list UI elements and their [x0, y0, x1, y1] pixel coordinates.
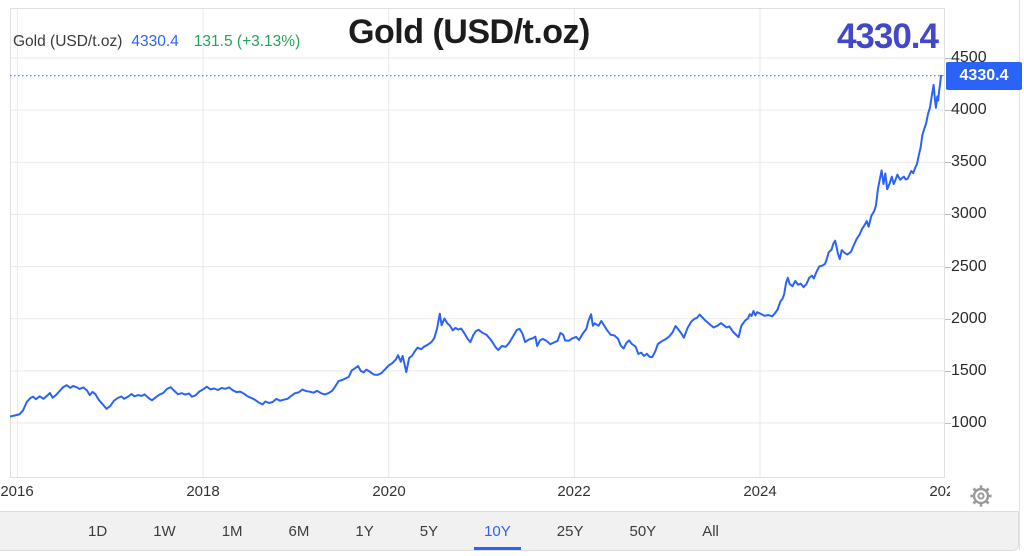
range-button-25y[interactable]: 25Y — [547, 512, 594, 550]
x-axis-year-label: 2024 — [743, 483, 777, 500]
legend-change-value: 131.5 (+3.13%) — [193, 33, 301, 50]
x-axis-year-label: 2018 — [186, 483, 220, 500]
range-button-5y[interactable]: 5Y — [410, 512, 448, 550]
x-axis-year-label: 2022 — [557, 483, 591, 500]
range-button-1m[interactable]: 1M — [212, 512, 253, 550]
y-axis-tick-mark — [945, 162, 951, 164]
y-axis-tick-label: 2500 — [951, 257, 987, 275]
chart-plot-area[interactable] — [10, 8, 945, 478]
widget-right-border — [1019, 0, 1020, 551]
y-axis-tick-label: 4000 — [951, 101, 987, 119]
range-button-6m[interactable]: 6M — [279, 512, 320, 550]
range-button-50y[interactable]: 50Y — [620, 512, 667, 550]
current-price-badge: 4330.4 — [946, 62, 1022, 90]
x-axis-year-label: 2026 — [929, 483, 950, 500]
x-axis-year-label: 2016 — [0, 483, 34, 500]
y-axis-tick-mark — [945, 318, 951, 320]
price-line-series[interactable] — [10, 74, 942, 418]
chart-settings-button[interactable] — [968, 483, 994, 509]
plot-border — [10, 8, 945, 478]
current-price-headline: 4330.4 — [836, 17, 939, 56]
legend-current-value: 4330.4 — [131, 33, 179, 50]
y-axis-tick-label: 3500 — [951, 153, 987, 171]
range-button-1w[interactable]: 1W — [143, 512, 186, 550]
y-axis: 4500 4000 3500 3000 2500 2000 1500 1000 — [945, 0, 1024, 478]
y-axis-tick-label: 1000 — [951, 414, 987, 431]
gear-icon — [970, 485, 992, 507]
x-axis: 2016 2018 2020 2022 2024 2026 — [0, 482, 950, 503]
range-button-1d[interactable]: 1D — [78, 512, 117, 550]
range-toolbar: 1D 1W 1M 6M 1Y 5Y 10Y 25Y 50Y All — [0, 511, 1019, 551]
range-button-1y[interactable]: 1Y — [345, 512, 383, 550]
y-axis-tick-mark — [945, 214, 951, 216]
y-axis-tick-mark — [945, 58, 951, 59]
legend-series-label: Gold (USD/t.oz) — [13, 33, 123, 50]
y-axis-tick-label: 2000 — [951, 309, 987, 327]
y-axis-tick-mark — [945, 266, 951, 268]
range-button-all[interactable]: All — [692, 512, 729, 550]
y-axis-tick-label: 4500 — [951, 49, 987, 66]
chart-legend: Gold (USD/t.oz) 4330.4 131.5 (+3.13%) — [13, 33, 300, 51]
y-axis-tick-label: 3000 — [951, 205, 987, 223]
y-axis-tick-mark — [945, 110, 951, 112]
chart-title: Gold (USD/t.oz) — [348, 13, 590, 51]
y-axis-tick-mark — [945, 423, 951, 424]
x-axis-year-label: 2020 — [372, 483, 406, 500]
range-button-10y[interactable]: 10Y — [474, 512, 521, 550]
y-axis-tick-label: 1500 — [951, 361, 987, 379]
y-axis-tick-mark — [945, 370, 951, 372]
